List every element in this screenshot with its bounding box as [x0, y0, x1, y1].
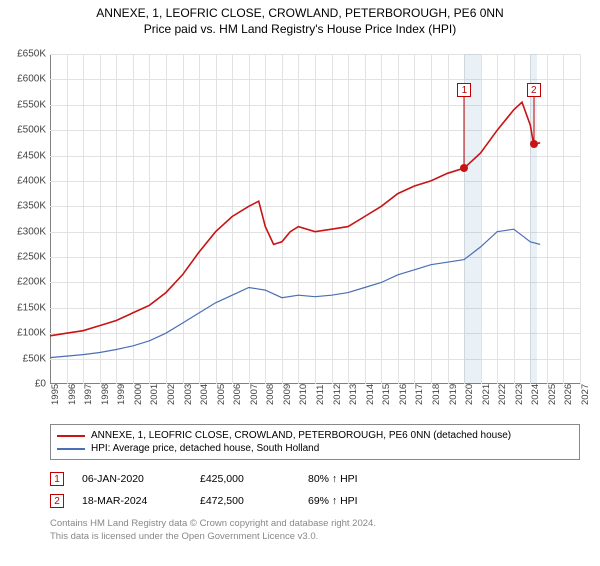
- y-axis-tick: £600K: [2, 74, 46, 85]
- y-axis-tick: £550K: [2, 99, 46, 110]
- transaction-pct: 69% ↑ HPI: [308, 495, 398, 507]
- series-line: [50, 229, 540, 357]
- y-axis-tick: £400K: [2, 175, 46, 186]
- x-axis-tick: 2016: [398, 384, 409, 405]
- chart-area: 12 £0£50K£100K£150K£200K£250K£300K£350K£…: [50, 54, 580, 384]
- transaction-number: 1: [50, 472, 64, 486]
- x-axis-tick: 2014: [365, 384, 376, 405]
- transaction-date: 18-MAR-2024: [82, 495, 182, 507]
- transaction-price: £472,500: [200, 495, 290, 507]
- y-axis-tick: £100K: [2, 328, 46, 339]
- x-axis-tick: 2008: [265, 384, 276, 405]
- y-axis-tick: £650K: [2, 49, 46, 60]
- transaction-row: 2 18-MAR-2024 £472,500 69% ↑ HPI: [50, 490, 580, 512]
- x-axis-tick: 1998: [100, 384, 111, 405]
- footer-line-2: This data is licensed under the Open Gov…: [50, 531, 580, 544]
- x-axis-tick: 1995: [50, 384, 61, 405]
- transactions-table: 1 06-JAN-2020 £425,000 80% ↑ HPI 2 18-MAR-202…: [50, 468, 580, 512]
- x-axis-tick: 2021: [481, 384, 492, 405]
- x-axis-tick: 2012: [332, 384, 343, 405]
- legend-label: HPI: Average price, detached house, Sout…: [91, 443, 319, 454]
- y-axis-tick: £0: [2, 379, 46, 390]
- marker-dot: [530, 140, 538, 148]
- x-axis-tick: 2017: [414, 384, 425, 405]
- transaction-price: £425,000: [200, 473, 290, 485]
- legend-swatch: [57, 435, 85, 437]
- y-axis-tick: £250K: [2, 252, 46, 263]
- x-axis-tick: 2020: [464, 384, 475, 405]
- footer-line-1: Contains HM Land Registry data © Crown c…: [50, 518, 580, 531]
- line-series-svg: [50, 54, 580, 384]
- marker-label: 1: [457, 83, 471, 97]
- x-axis-tick: 2009: [282, 384, 293, 405]
- chart-title: ANNEXE, 1, LEOFRIC CLOSE, CROWLAND, PETE…: [0, 6, 600, 20]
- x-axis-tick: 2025: [547, 384, 558, 405]
- x-axis-tick: 2024: [530, 384, 541, 405]
- x-axis-tick: 2010: [298, 384, 309, 405]
- footer: Contains HM Land Registry data © Crown c…: [50, 518, 580, 544]
- y-axis-tick: £500K: [2, 125, 46, 136]
- y-axis-tick: £300K: [2, 226, 46, 237]
- x-axis-tick: 2002: [166, 384, 177, 405]
- marker-line: [533, 90, 534, 145]
- x-axis-tick: 2000: [133, 384, 144, 405]
- x-axis-tick: 1996: [67, 384, 78, 405]
- legend-swatch: [57, 448, 85, 450]
- x-axis-tick: 2019: [448, 384, 459, 405]
- x-axis-tick: 2001: [149, 384, 160, 405]
- x-axis-tick: 2005: [216, 384, 227, 405]
- legend-label: ANNEXE, 1, LEOFRIC CLOSE, CROWLAND, PETE…: [91, 430, 511, 441]
- x-axis-tick: 2006: [232, 384, 243, 405]
- series-line: [50, 102, 540, 336]
- transaction-pct: 80% ↑ HPI: [308, 473, 398, 485]
- marker-dot: [460, 164, 468, 172]
- y-axis-tick: £50K: [2, 353, 46, 364]
- x-axis-tick: 2018: [431, 384, 442, 405]
- x-axis-tick: 2011: [315, 385, 326, 405]
- x-axis-tick: 2003: [183, 384, 194, 405]
- x-axis-tick: 2027: [580, 384, 591, 405]
- gridline-vertical: [580, 54, 581, 384]
- transaction-row: 1 06-JAN-2020 £425,000 80% ↑ HPI: [50, 468, 580, 490]
- transaction-number: 2: [50, 494, 64, 508]
- legend-item: ANNEXE, 1, LEOFRIC CLOSE, CROWLAND, PETE…: [57, 429, 573, 442]
- y-axis-tick: £350K: [2, 201, 46, 212]
- y-axis-tick: £150K: [2, 302, 46, 313]
- x-axis-tick: 2022: [497, 384, 508, 405]
- transaction-date: 06-JAN-2020: [82, 473, 182, 485]
- legend: ANNEXE, 1, LEOFRIC CLOSE, CROWLAND, PETE…: [50, 424, 580, 460]
- x-axis-tick: 1997: [83, 384, 94, 405]
- y-axis-tick: £450K: [2, 150, 46, 161]
- marker-label: 2: [527, 83, 541, 97]
- marker-line: [464, 90, 465, 169]
- y-axis-tick: £200K: [2, 277, 46, 288]
- x-axis-tick: 1999: [116, 384, 127, 405]
- x-axis-tick: 2015: [381, 384, 392, 405]
- x-axis-tick: 2007: [249, 384, 260, 405]
- chart-subtitle: Price paid vs. HM Land Registry's House …: [0, 22, 600, 36]
- x-axis-tick: 2013: [348, 384, 359, 405]
- x-axis-tick: 2004: [199, 384, 210, 405]
- x-axis-tick: 2026: [563, 384, 574, 405]
- legend-item: HPI: Average price, detached house, Sout…: [57, 442, 573, 455]
- x-axis-tick: 2023: [514, 384, 525, 405]
